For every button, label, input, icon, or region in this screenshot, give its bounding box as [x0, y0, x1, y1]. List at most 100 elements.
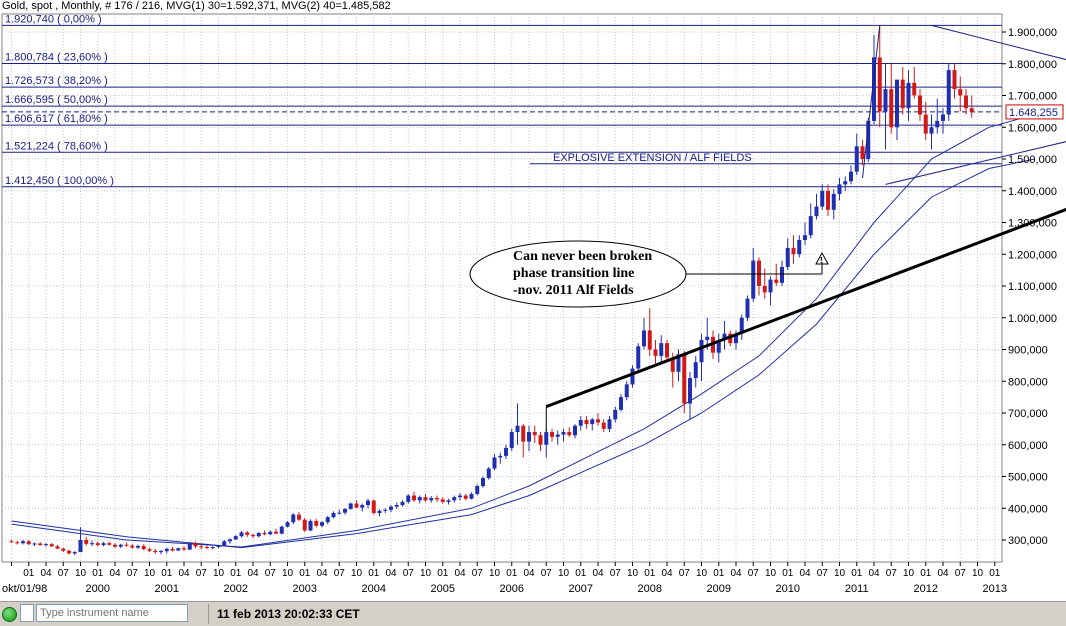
- candle: [487, 467, 491, 480]
- candle-body: [930, 127, 934, 133]
- x-month-label: 04: [454, 568, 466, 579]
- x-month-label: 10: [696, 568, 708, 579]
- candle-body: [332, 513, 336, 517]
- candle-body: [780, 267, 784, 283]
- candle-body: [763, 286, 767, 292]
- x-month-label: 10: [351, 568, 363, 579]
- x-month-label: 10: [282, 568, 294, 579]
- candle-body: [792, 248, 796, 254]
- candle-body: [188, 543, 192, 549]
- candle-body: [389, 507, 393, 510]
- candle: [481, 477, 485, 488]
- instrument-search-icon[interactable]: [20, 604, 34, 622]
- candle-body: [125, 545, 129, 546]
- x-year-label: 2008: [638, 583, 662, 595]
- candle-body: [855, 146, 859, 171]
- candle-body: [228, 539, 232, 541]
- candle-body: [878, 57, 882, 111]
- candle-body: [746, 299, 750, 318]
- candle-body: [820, 191, 824, 207]
- connection-status-icon: [2, 607, 17, 622]
- candle-body: [654, 350, 658, 356]
- candle-body: [705, 337, 709, 340]
- candle-body: [176, 548, 180, 550]
- candle-body: [464, 496, 468, 499]
- x-month-label: 10: [489, 568, 501, 579]
- candle-body: [774, 280, 778, 283]
- y-tick-label: 1.500,000: [1008, 154, 1057, 166]
- x-month-label: 01: [506, 568, 518, 579]
- candle-body: [521, 426, 525, 442]
- x-month-label: 07: [610, 568, 622, 579]
- candle-body: [544, 432, 548, 445]
- candle-body: [964, 96, 968, 109]
- candle-body: [631, 369, 635, 385]
- candle-body: [268, 532, 272, 535]
- candle-body: [481, 478, 485, 486]
- candlestick-chart[interactable]: 1.920,740 ( 0,00% )1.800,784 ( 23,60% )1…: [0, 0, 1066, 601]
- x-year-label: 2005: [431, 583, 455, 595]
- candle-body: [297, 515, 301, 520]
- x-month-label: 01: [644, 568, 656, 579]
- candle-body: [240, 532, 244, 536]
- candle-body: [590, 419, 594, 424]
- x-month-label: 04: [385, 568, 397, 579]
- candle-body: [263, 533, 267, 534]
- fib-level-label: 1.606,617 ( 61,80% ): [5, 113, 108, 125]
- y-tick-label: 1.100,000: [1008, 281, 1057, 293]
- x-month-label: 10: [420, 568, 432, 579]
- fib-level-label: 1.920,740 ( 0,00% ): [5, 13, 102, 25]
- x-month-label: 07: [748, 568, 760, 579]
- x-month-label: 07: [58, 568, 70, 579]
- x-month-label: 04: [799, 568, 811, 579]
- instrument-input[interactable]: [36, 604, 188, 622]
- y-tick-label: 1.300,000: [1008, 218, 1057, 230]
- annotation-text: -nov. 2011 Alf Fields: [513, 283, 634, 298]
- candle-body: [849, 172, 853, 182]
- x-year-label: okt/01/98: [2, 583, 47, 595]
- candle-body: [585, 420, 589, 424]
- fib-level-label: 1.726,573 ( 38,20% ): [5, 75, 108, 87]
- candle-body: [378, 511, 382, 513]
- x-month-label: 04: [247, 568, 259, 579]
- x-month-label: 04: [868, 568, 880, 579]
- candle-body: [694, 362, 698, 378]
- status-bar: 11 feb 2013 20:02:33 CET: [0, 601, 1066, 626]
- candle-body: [401, 502, 405, 505]
- x-month-label: 07: [196, 568, 208, 579]
- candle-body: [424, 497, 428, 500]
- candle-body: [349, 503, 353, 508]
- x-month-label: 07: [679, 568, 691, 579]
- candle-body: [27, 541, 31, 544]
- x-month-label: 04: [40, 568, 52, 579]
- y-tick-label: 600,000: [1008, 440, 1048, 452]
- candle-body: [504, 448, 508, 456]
- x-year-label: 2001: [155, 583, 179, 595]
- candle-body: [947, 70, 951, 114]
- candle-body: [199, 546, 203, 547]
- candle: [309, 519, 313, 531]
- candle-body: [303, 520, 307, 531]
- x-year-label: 2003: [293, 583, 317, 595]
- x-month-label: 01: [575, 568, 587, 579]
- candle-body: [50, 544, 54, 546]
- candle-body: [314, 521, 318, 526]
- candle-body: [412, 496, 416, 501]
- candle-body: [38, 543, 42, 545]
- candle-body: [602, 423, 606, 429]
- candle-body: [562, 432, 566, 435]
- x-month-label: 10: [765, 568, 777, 579]
- candle-body: [15, 542, 19, 543]
- x-year-label: 2006: [500, 583, 524, 595]
- candle-body: [861, 146, 865, 159]
- candle: [631, 365, 635, 387]
- candle-body: [452, 497, 456, 500]
- candle-body: [441, 499, 445, 502]
- candle-body: [67, 551, 71, 554]
- candle-body: [291, 515, 295, 523]
- fib-level-label: 1.666,595 ( 50,00% ): [5, 94, 108, 106]
- candle-body: [113, 545, 117, 547]
- candle-body: [751, 261, 755, 299]
- candle: [636, 343, 640, 372]
